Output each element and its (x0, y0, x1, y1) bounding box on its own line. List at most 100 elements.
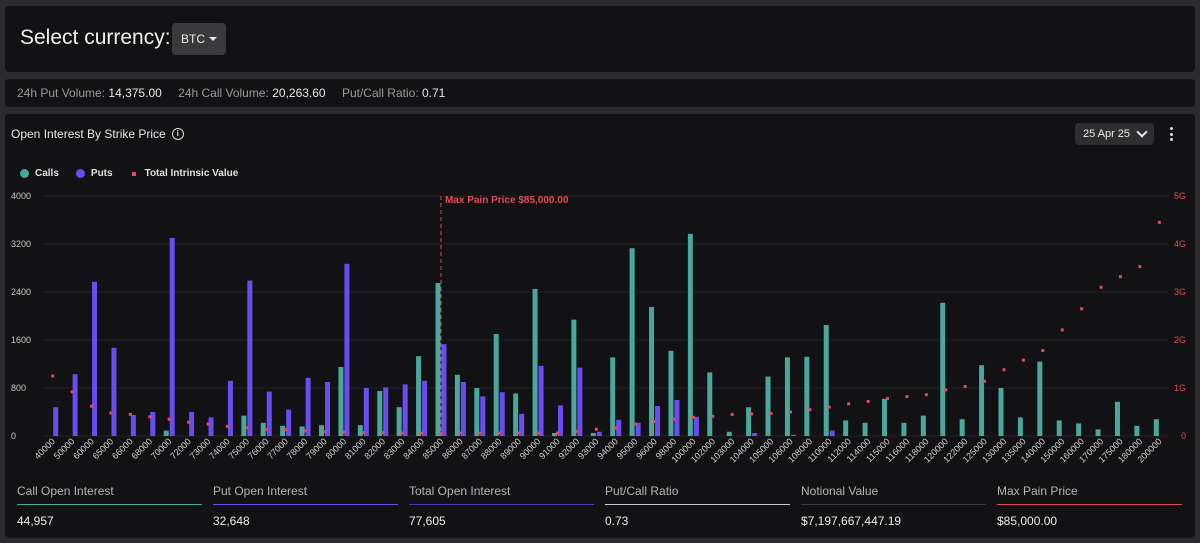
call-bar (1056, 420, 1062, 436)
call-bar (396, 407, 402, 436)
call-bar (804, 356, 810, 436)
x-tick-label: 73000 (188, 436, 213, 461)
x-tick-label: 79000 (304, 436, 329, 461)
put-bar (616, 419, 622, 436)
x-tick-label: 65000 (91, 436, 116, 461)
tiv-point (1041, 349, 1045, 353)
y-right-tick-label: 0 (1181, 431, 1186, 441)
tiv-point (148, 415, 152, 419)
summary-label: Notional Value (801, 484, 879, 498)
call-bar (1095, 429, 1101, 436)
more-options-icon[interactable] (1168, 127, 1174, 143)
call-bar (1037, 361, 1043, 436)
tiv-square-icon (131, 171, 136, 176)
tiv-point (128, 412, 132, 416)
y-left-tick-label: 4000 (11, 191, 31, 201)
summary-label: Max Pain Price (997, 484, 1078, 498)
tiv-point (109, 411, 113, 415)
put-bar (655, 406, 661, 436)
legend-puts-label: Puts (90, 168, 113, 179)
put-bar (752, 433, 758, 436)
call-bar (532, 289, 538, 436)
tiv-point (1118, 275, 1122, 279)
put-bar (596, 431, 602, 436)
call-bar (493, 334, 499, 436)
put-bar (286, 409, 292, 436)
call-bar (299, 426, 305, 436)
put-bar (538, 365, 544, 436)
x-tick-label: 60000 (71, 436, 96, 461)
call-bar (629, 248, 635, 436)
x-tick-label: 50000 (52, 436, 77, 461)
tiv-point (381, 431, 385, 435)
tiv-point (924, 393, 928, 397)
x-tick-label: 86000 (440, 436, 465, 461)
x-tick-label: 40000 (32, 436, 57, 461)
call-bar (1017, 417, 1023, 436)
call-bar (843, 420, 849, 436)
currency-dropdown[interactable]: BTC (172, 23, 226, 55)
summary-underline (17, 504, 202, 505)
x-tick-label: 85000 (421, 436, 446, 461)
tiv-point (1060, 328, 1064, 332)
tiv-point (555, 431, 559, 435)
call-bar (260, 422, 266, 436)
tiv-point (187, 420, 191, 424)
volume-stats-bar: 24h Put Volume: 14,375.00 24h Call Volum… (5, 79, 1195, 107)
x-tick-label: 94000 (595, 436, 620, 461)
put-bar (72, 374, 78, 436)
tiv-point (1021, 358, 1025, 362)
tiv-point (983, 379, 987, 383)
summary-card: Call Open Interest 44,957 (17, 484, 202, 528)
summary-underline (801, 504, 986, 505)
legend-calls[interactable]: Calls (20, 168, 59, 179)
pc-ratio-value: 0.71 (422, 86, 446, 100)
expiry-date-dropdown[interactable]: 25 Apr 25 (1075, 123, 1154, 145)
call-bar (551, 433, 557, 436)
put-bar (635, 422, 641, 436)
y-right-tick-label: 3G (1174, 287, 1186, 297)
call-bar (649, 307, 655, 436)
info-icon[interactable]: i (171, 128, 184, 140)
summary-card: Put Open Interest 32,648 (213, 484, 398, 528)
put-bar (266, 391, 272, 436)
tiv-point (420, 431, 424, 435)
summary-card: Total Open Interest 77,605 (409, 484, 594, 528)
legend-calls-label: Calls (35, 168, 59, 179)
summary-value: $85,000.00 (997, 514, 1058, 528)
put-bar (693, 416, 699, 436)
x-tick-label: 90000 (518, 436, 543, 461)
put-bar (344, 263, 350, 436)
put-bar (557, 405, 563, 436)
tiv-point (458, 431, 462, 435)
tiv-point (225, 424, 229, 428)
summary-underline (605, 504, 790, 505)
tiv-point (284, 428, 288, 432)
legend-puts[interactable]: Puts (75, 168, 113, 179)
currency-value: BTC (181, 32, 205, 46)
x-tick-label: 87000 (459, 436, 484, 461)
call-bar (163, 430, 169, 436)
put-bar (402, 384, 408, 436)
call-bar (571, 319, 577, 436)
tiv-point (827, 405, 831, 409)
x-tick-label: 91000 (537, 436, 562, 461)
call-bar (474, 388, 480, 436)
put-bar (499, 392, 505, 436)
summary-value: 32,648 (213, 514, 250, 528)
x-tick-label: 93000 (576, 436, 601, 461)
x-tick-label: 89000 (498, 436, 523, 461)
calls-dot-icon (20, 169, 29, 178)
tiv-point (691, 415, 695, 419)
summary-label: Call Open Interest (17, 484, 114, 498)
put-bar (130, 415, 136, 436)
put-bar (829, 430, 835, 436)
summary-value: 0.73 (605, 514, 629, 528)
summary-label: Total Open Interest (409, 484, 511, 498)
tiv-point (808, 408, 812, 412)
call-bar (707, 372, 713, 436)
put-bar (305, 377, 311, 436)
legend-tiv[interactable]: Total Intrinsic Value (130, 168, 238, 179)
call-bar (1134, 425, 1140, 436)
call-volume-label: 24h Call Volume: (178, 86, 269, 100)
